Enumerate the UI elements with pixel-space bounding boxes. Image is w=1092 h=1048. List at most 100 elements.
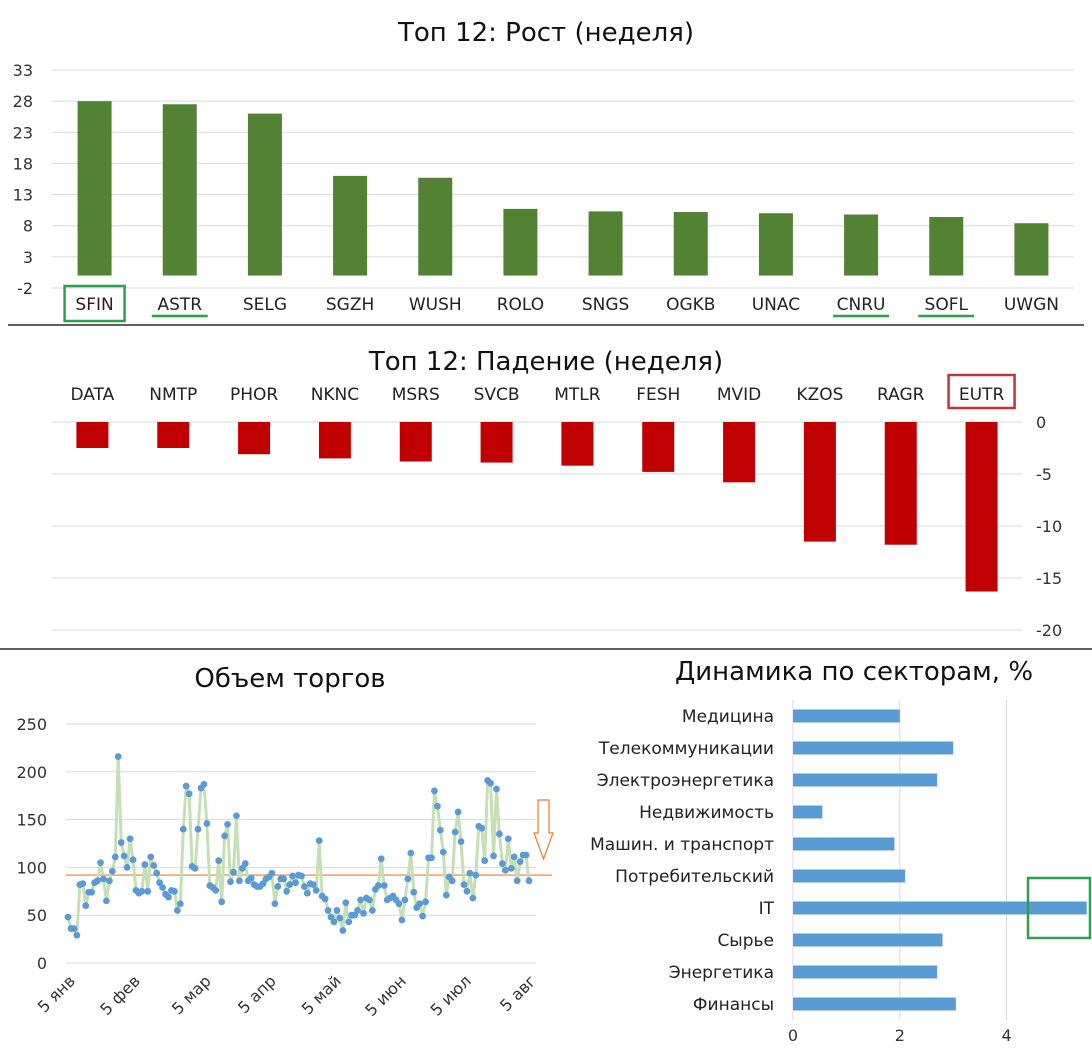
volume-data-point — [315, 837, 323, 845]
decline-bar — [157, 422, 190, 448]
volume-data-point — [138, 887, 146, 895]
volume-data-point — [82, 902, 90, 910]
volume-data-point — [339, 927, 347, 934]
growth-bar — [1014, 223, 1049, 276]
sector-bar — [793, 709, 900, 723]
sector-chart-title: Динамика по секторам, % — [675, 657, 1033, 687]
volume-data-point — [283, 887, 291, 895]
volume-x-tick: 5 мар — [168, 971, 215, 1018]
volume-data-point — [360, 909, 367, 917]
decline-highlight-box — [947, 373, 1016, 410]
decline-category-label: FESH — [636, 385, 680, 405]
volume-data-point — [410, 888, 418, 896]
sector-category-label: Энергетика — [669, 963, 774, 983]
sector-x-tick: 2 — [895, 1026, 905, 1045]
volume-data-point — [280, 875, 288, 883]
volume-data-point — [442, 891, 450, 899]
growth-category-label: SNGS — [582, 295, 629, 315]
sector-category-label: Электроэнергетика — [597, 771, 774, 791]
growth-bar — [418, 177, 453, 276]
decline-bar — [480, 422, 513, 463]
growth-category-label: ASTR — [157, 295, 202, 315]
sector-category-label: Медицина — [682, 707, 774, 727]
volume-data-point — [147, 853, 155, 861]
volume-data-point — [309, 881, 317, 889]
sector-x-tick: 4 — [1002, 1026, 1012, 1045]
growth-bar — [673, 212, 708, 276]
volume-y-tick: 250 — [16, 715, 47, 734]
volume-data-point — [380, 882, 388, 889]
volume-data-point — [419, 912, 427, 920]
volume-data-point — [153, 869, 161, 877]
growth-bar — [162, 104, 197, 276]
volume-data-point — [321, 895, 329, 903]
volume-data-point — [428, 854, 435, 862]
growth-bar — [333, 175, 368, 276]
volume-data-point — [374, 882, 382, 889]
growth-y-tick: 18 — [13, 154, 33, 173]
volume-data-point — [496, 830, 503, 838]
sector-category-label: Телекоммуникации — [598, 739, 774, 759]
volume-chart: Объем торгов 250 200 150 100 50 05 янв 5 фев 5 м… — [16, 664, 554, 1020]
growth-category-label: ROLO — [497, 295, 544, 315]
volume-data-point — [268, 869, 276, 877]
volume-data-point — [513, 877, 521, 885]
volume-data-point — [105, 877, 113, 885]
decline-category-label: PHOR — [230, 385, 278, 405]
volume-data-point — [416, 900, 424, 908]
volume-data-point — [103, 897, 110, 905]
volume-data-point — [286, 881, 294, 889]
volume-x-tick: 5 апр — [234, 971, 280, 1017]
sector-category-label: Финансы — [693, 995, 774, 1015]
growth-bar — [247, 113, 282, 276]
volume-data-point — [303, 889, 311, 897]
growth-category-label: SFIN — [75, 295, 113, 315]
volume-data-point — [274, 883, 282, 890]
down-arrow-icon — [533, 799, 554, 861]
decline-y-tick: -20 — [1036, 621, 1062, 640]
volume-data-point — [499, 860, 506, 867]
volume-data-point — [516, 858, 524, 866]
decline-bar — [965, 422, 998, 592]
volume-data-point — [271, 900, 279, 908]
volume-data-point — [342, 899, 350, 907]
growth-chart-title: Топ 12: Рост (неделя) — [397, 18, 694, 48]
volume-data-point — [292, 879, 299, 887]
decline-y-tick: -15 — [1036, 569, 1062, 588]
growth-highlight-box — [63, 284, 126, 323]
volume-y-tick: 0 — [37, 954, 47, 973]
volume-data-point — [114, 753, 122, 760]
volume-data-point — [200, 780, 208, 788]
volume-data-point — [324, 907, 332, 914]
volume-data-point — [123, 864, 131, 871]
volume-data-point — [221, 832, 229, 840]
volume-data-point — [422, 898, 429, 906]
growth-bar — [77, 101, 112, 276]
sector-bar — [793, 869, 906, 883]
volume-data-point — [182, 782, 190, 790]
decline-category-label: MSRS — [392, 385, 440, 405]
volume-data-point — [507, 864, 515, 872]
volume-data-point — [227, 878, 234, 886]
volume-data-point — [144, 887, 152, 895]
decline-bar — [884, 422, 917, 545]
volume-data-point — [194, 825, 202, 833]
volume-data-point — [487, 779, 494, 787]
decline-category-label: NKNC — [311, 385, 359, 405]
volume-data-point — [490, 852, 497, 860]
volume-data-point — [448, 877, 456, 885]
volume-data-point — [108, 867, 116, 875]
volume-data-point — [466, 869, 474, 877]
volume-x-tick: 5 май — [298, 971, 345, 1018]
volume-data-point — [401, 896, 409, 904]
sector-bar — [793, 997, 956, 1011]
decline-bar — [723, 422, 756, 483]
volume-data-point — [212, 886, 220, 894]
sector-category-label: Машин. и транспорт — [590, 835, 774, 855]
volume-data-point — [170, 887, 178, 895]
volume-data-point — [176, 900, 184, 908]
decline-y-tick: 0 — [1036, 413, 1046, 432]
volume-data-point — [203, 820, 211, 827]
volume-data-point — [165, 893, 172, 901]
